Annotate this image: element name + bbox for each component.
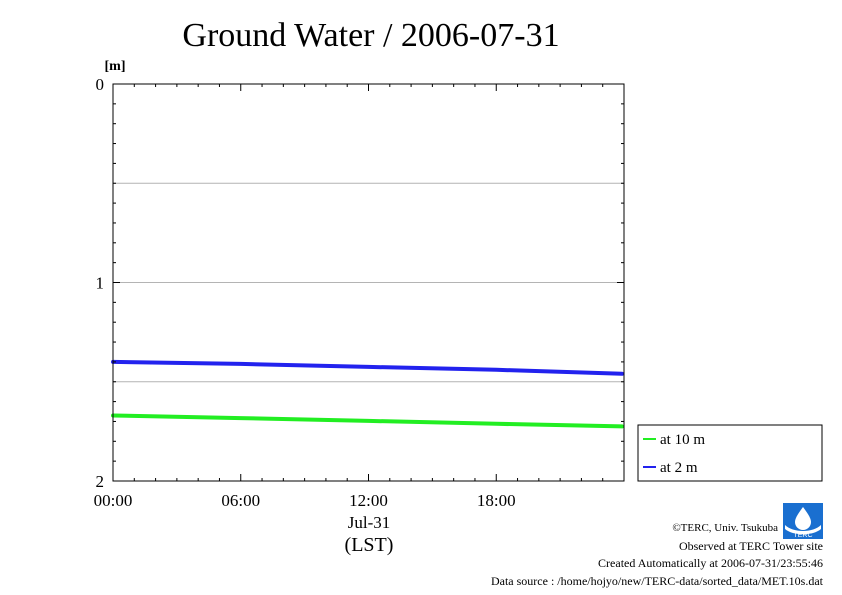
- credits-block: ©TERC, Univ. Tsukuba Observed at TERC To…: [403, 520, 823, 590]
- y-axis-unit-label: [m]: [105, 59, 126, 74]
- grid-lines: [113, 182, 624, 383]
- y-tick-label: 2: [96, 472, 105, 491]
- series-layer: [111, 359, 624, 429]
- data-source-text: Data source : /home/hojyo/new/TERC-data/…: [490, 573, 823, 588]
- legend-label-at-10m: at 10 m: [660, 432, 705, 448]
- series-line-at-10m: [111, 413, 624, 429]
- axis-ticks: 0 1 200:00 06:00 12:00 18:00: [94, 75, 624, 510]
- chart-title: Ground Water / 2006-07-31: [182, 17, 559, 54]
- x-tick-label: 12:00: [349, 491, 388, 510]
- y-tick-label: 0: [96, 75, 105, 94]
- x-tick-label: 00:00: [94, 491, 133, 510]
- legend: at 10 m at 2 m: [637, 424, 823, 482]
- x-axis-label: (LST): [345, 534, 394, 556]
- legend-label-at-2m: at 2 m: [660, 460, 698, 476]
- y-tick-label: 1: [96, 274, 105, 293]
- x-axis-date-label: Jul-31: [348, 513, 391, 532]
- created-timestamp-text: Created Automatically at 2006-07-31/23:5…: [598, 556, 823, 570]
- legend-box: [637, 424, 823, 482]
- observed-site-text: Observed at TERC Tower site: [678, 538, 823, 553]
- copyright-text: ©TERC, Univ. Tsukuba: [672, 522, 778, 534]
- x-tick-label: 06:00: [221, 491, 260, 510]
- logo-text: TERC: [793, 532, 812, 539]
- terc-logo-icon: TERC: [783, 503, 823, 539]
- series-line-at-2m: [111, 359, 624, 376]
- x-tick-label: 18:00: [477, 491, 516, 510]
